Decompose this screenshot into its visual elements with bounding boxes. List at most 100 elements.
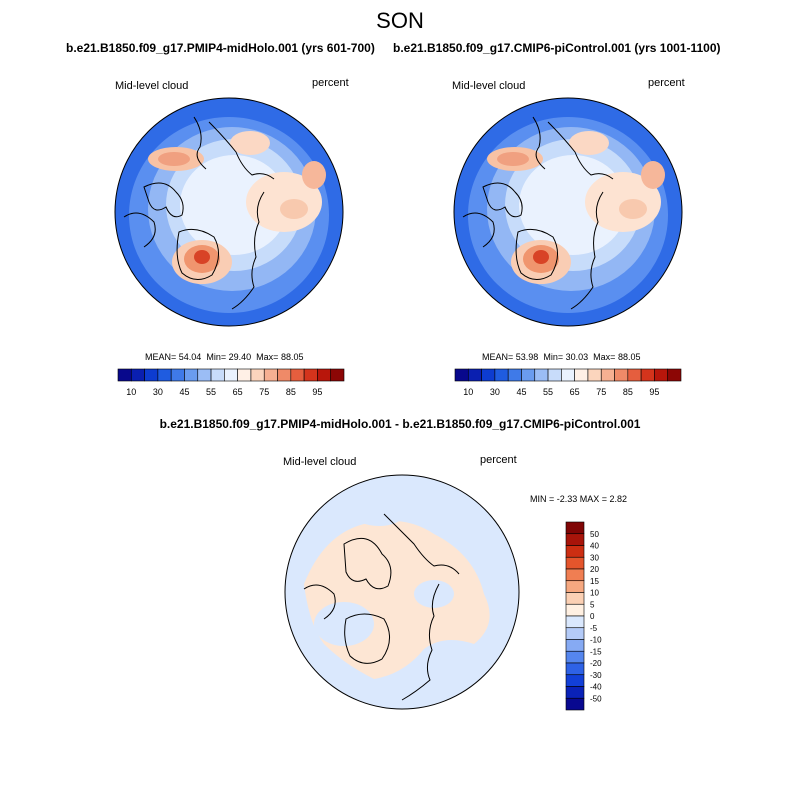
colorbar-swatch — [237, 368, 252, 382]
season-title: SON — [376, 8, 424, 33]
colorbar-swatch — [117, 368, 132, 382]
colorbar-swatch — [144, 368, 159, 382]
max-value: 88.05 — [280, 352, 304, 362]
colorbar-tick-label: 30 — [153, 387, 163, 397]
min-value: 30.03 — [565, 352, 589, 362]
max-label: Max= — [593, 352, 616, 362]
colorbar-swatch — [565, 686, 585, 699]
colorbar-swatch — [565, 592, 585, 605]
colorbar-swatch — [565, 615, 585, 629]
colorbar-swatch — [317, 368, 332, 382]
colorbar-swatch — [565, 627, 585, 640]
colorbar-swatch — [565, 568, 585, 582]
colorbar-swatch — [565, 674, 585, 687]
colorbar-swatch — [565, 580, 585, 593]
map-right-picontrol — [453, 97, 683, 327]
colorbar-tick-label: 75 — [596, 387, 606, 397]
colorbar-tick-label: 5 — [590, 600, 595, 609]
colorbar-tick-label: 45 — [516, 387, 526, 397]
colorbar-swatch — [565, 533, 585, 546]
colorbar-tick-label: 75 — [259, 387, 269, 397]
colorbar-tick-label: -40 — [590, 683, 602, 692]
colorbar-swatch — [290, 368, 305, 382]
colorbar-tick-label: 55 — [543, 387, 553, 397]
mean-value: 54.04 — [178, 352, 202, 362]
panel-right-stats: MEAN= 53.98 Min= 30.03 Max= 88.05 — [482, 352, 640, 362]
panel-left-units: percent — [312, 77, 349, 89]
colorbar-tick-label: 10 — [590, 589, 599, 598]
colorbar-swatch — [277, 368, 292, 382]
colorbar-tick-label: 85 — [286, 387, 296, 397]
colorbar-swatch — [507, 368, 522, 382]
colorbar-right: 10 30 45 55 65 75 85 95 — [454, 368, 682, 397]
colorbar-tick-label: 10 — [463, 387, 473, 397]
colorbar-tick-label: 40 — [590, 542, 599, 551]
colorbar-swatch — [467, 368, 482, 382]
colorbar-swatch — [587, 368, 602, 382]
colorbar-swatch — [565, 603, 585, 617]
mean-value: 53.98 — [515, 352, 539, 362]
diff-panel-stats: MIN = -2.33 MAX = 2.82 — [530, 494, 628, 504]
colorbar-swatch — [654, 368, 669, 382]
colorbar-swatch — [521, 368, 536, 382]
min-value: 29.40 — [228, 352, 252, 362]
diff-panel-variable: Mid-level cloud — [283, 456, 357, 468]
colorbar-swatch — [197, 368, 212, 382]
colorbar-tick-label: 30 — [490, 387, 500, 397]
colorbar-swatch — [534, 368, 549, 382]
map-left-midholo — [114, 97, 344, 327]
colorbar-swatch — [640, 368, 655, 382]
mean-label: MEAN= — [145, 352, 177, 362]
colorbar-swatch — [454, 368, 469, 382]
colorbar-swatch — [565, 697, 585, 711]
colorbar-tick-label: 55 — [206, 387, 216, 397]
colorbar-swatch — [224, 368, 238, 382]
max-label: Max= — [256, 352, 279, 362]
colorbar-tick-label: -50 — [590, 694, 602, 703]
colorbar-swatch — [170, 368, 185, 382]
colorbar-tick-label: 50 — [590, 530, 599, 539]
colorbar-swatch — [561, 368, 575, 382]
colorbar-tick-label: 95 — [312, 387, 322, 397]
colorbar-tick-label: 20 — [590, 565, 599, 574]
colorbar-swatch — [565, 556, 585, 570]
diff-panel-title: b.e21.B1850.f09_g17.PMIP4-midHolo.001 - … — [159, 417, 641, 431]
colorbar-swatch — [565, 521, 585, 535]
colorbar-swatch — [250, 368, 265, 382]
colorbar-swatch — [494, 368, 509, 382]
colorbar-tick-label: -20 — [590, 659, 602, 668]
colorbar-swatch — [565, 662, 585, 676]
colorbar-swatch — [600, 368, 615, 382]
colorbar-tick-label: -5 — [590, 624, 598, 633]
panel-right-units: percent — [648, 77, 685, 89]
colorbar-tick-label: -30 — [590, 671, 602, 680]
colorbar-tick-label: 95 — [649, 387, 659, 397]
map-difference — [284, 474, 520, 710]
colorbar-swatch — [565, 650, 585, 664]
panel-right-variable: Mid-level cloud — [452, 80, 526, 92]
colorbar-tick-label: -10 — [590, 636, 602, 645]
colorbar-tick-label: 10 — [126, 387, 136, 397]
panel-left-title: b.e21.B1850.f09_g17.PMIP4-midHolo.001 (y… — [66, 41, 375, 55]
colorbar-left: 10 30 45 55 65 75 85 95 — [117, 368, 345, 397]
colorbar-swatch — [481, 368, 496, 382]
colorbar-swatch — [303, 368, 318, 382]
colorbar-tick-label: 15 — [590, 577, 599, 586]
colorbar-swatch — [210, 368, 225, 382]
panel-left-stats: MEAN= 54.04 Min= 29.40 Max= 88.05 — [145, 352, 303, 362]
diff-panel-units: percent — [480, 454, 517, 466]
colorbar-swatch — [574, 368, 589, 382]
colorbar-tick-label: -15 — [590, 647, 602, 656]
colorbar-tick-label: 65 — [233, 387, 243, 397]
colorbar-swatch — [667, 368, 682, 382]
colorbar-swatch — [184, 368, 199, 382]
colorbar-swatch — [565, 545, 585, 558]
colorbar-tick-label: 30 — [590, 553, 599, 562]
colorbar-swatch — [157, 368, 172, 382]
colorbar-swatch — [263, 368, 278, 382]
max-value: 88.05 — [617, 352, 641, 362]
panel-right-title: b.e21.B1850.f09_g17.CMIP6-piControl.001 … — [393, 41, 721, 55]
panel-left-variable: Mid-level cloud — [115, 80, 189, 92]
colorbar-tick-label: 65 — [570, 387, 580, 397]
